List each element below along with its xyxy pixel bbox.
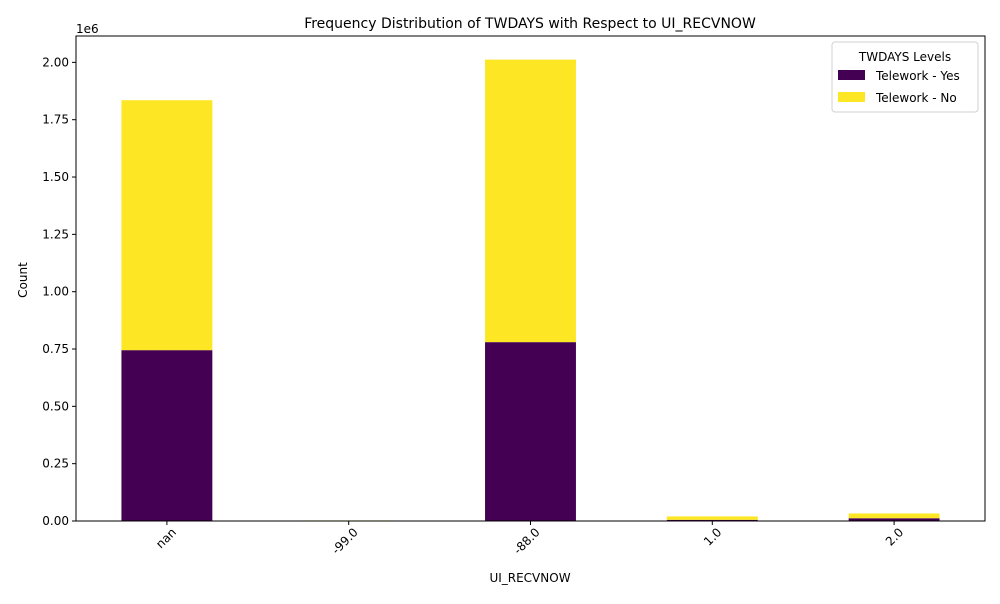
bar-telework-no-0 bbox=[121, 100, 212, 350]
x-tick-label: 2.0 bbox=[883, 525, 906, 548]
x-tick-label: -88.0 bbox=[511, 525, 543, 557]
x-axis: nan -99.0 -88.0 1.0 2.0 bbox=[153, 521, 906, 557]
y-tick-label: 1.25 bbox=[42, 227, 69, 241]
chart-title: Frequency Distribution of TWDAYS with Re… bbox=[304, 16, 756, 32]
y-offset-label: 1e6 bbox=[76, 22, 99, 36]
legend-title: TWDAYS Levels bbox=[858, 50, 951, 64]
legend-label-telework-no: Telework - No bbox=[875, 91, 957, 105]
y-tick-label: 0.25 bbox=[42, 457, 69, 471]
y-tick-label: 1.00 bbox=[42, 285, 69, 299]
y-tick-label: 1.75 bbox=[42, 113, 69, 127]
bar-telework-yes-2 bbox=[485, 342, 576, 521]
legend-swatch-telework-yes bbox=[838, 70, 865, 80]
legend-swatch-telework-no bbox=[838, 92, 865, 102]
y-tick-label: 1.50 bbox=[42, 170, 69, 184]
x-tick-label: nan bbox=[153, 525, 179, 551]
y-axis: 0.00 0.25 0.50 0.75 1.00 1.25 1.50 1.75 2.00 bbox=[42, 55, 76, 528]
y-tick-label: 2.00 bbox=[42, 55, 69, 69]
y-tick-label: 0.00 bbox=[42, 514, 69, 528]
legend: TWDAYS Levels Telework - Yes Telework - N… bbox=[832, 42, 978, 112]
x-tick-label: 1.0 bbox=[701, 525, 724, 548]
bar-telework-no-3 bbox=[667, 516, 758, 519]
bar-telework-no-2 bbox=[485, 60, 576, 343]
x-axis-title: UI_RECVNOW bbox=[489, 571, 570, 585]
y-tick-label: 0.50 bbox=[42, 399, 69, 413]
x-tick-label: -99.0 bbox=[329, 525, 361, 557]
legend-label-telework-yes: Telework - Yes bbox=[875, 69, 960, 83]
y-axis-title: Count bbox=[16, 262, 30, 298]
bar-telework-no-4 bbox=[849, 513, 940, 518]
bar-telework-yes-0 bbox=[121, 350, 212, 521]
y-tick-label: 0.75 bbox=[42, 342, 69, 356]
